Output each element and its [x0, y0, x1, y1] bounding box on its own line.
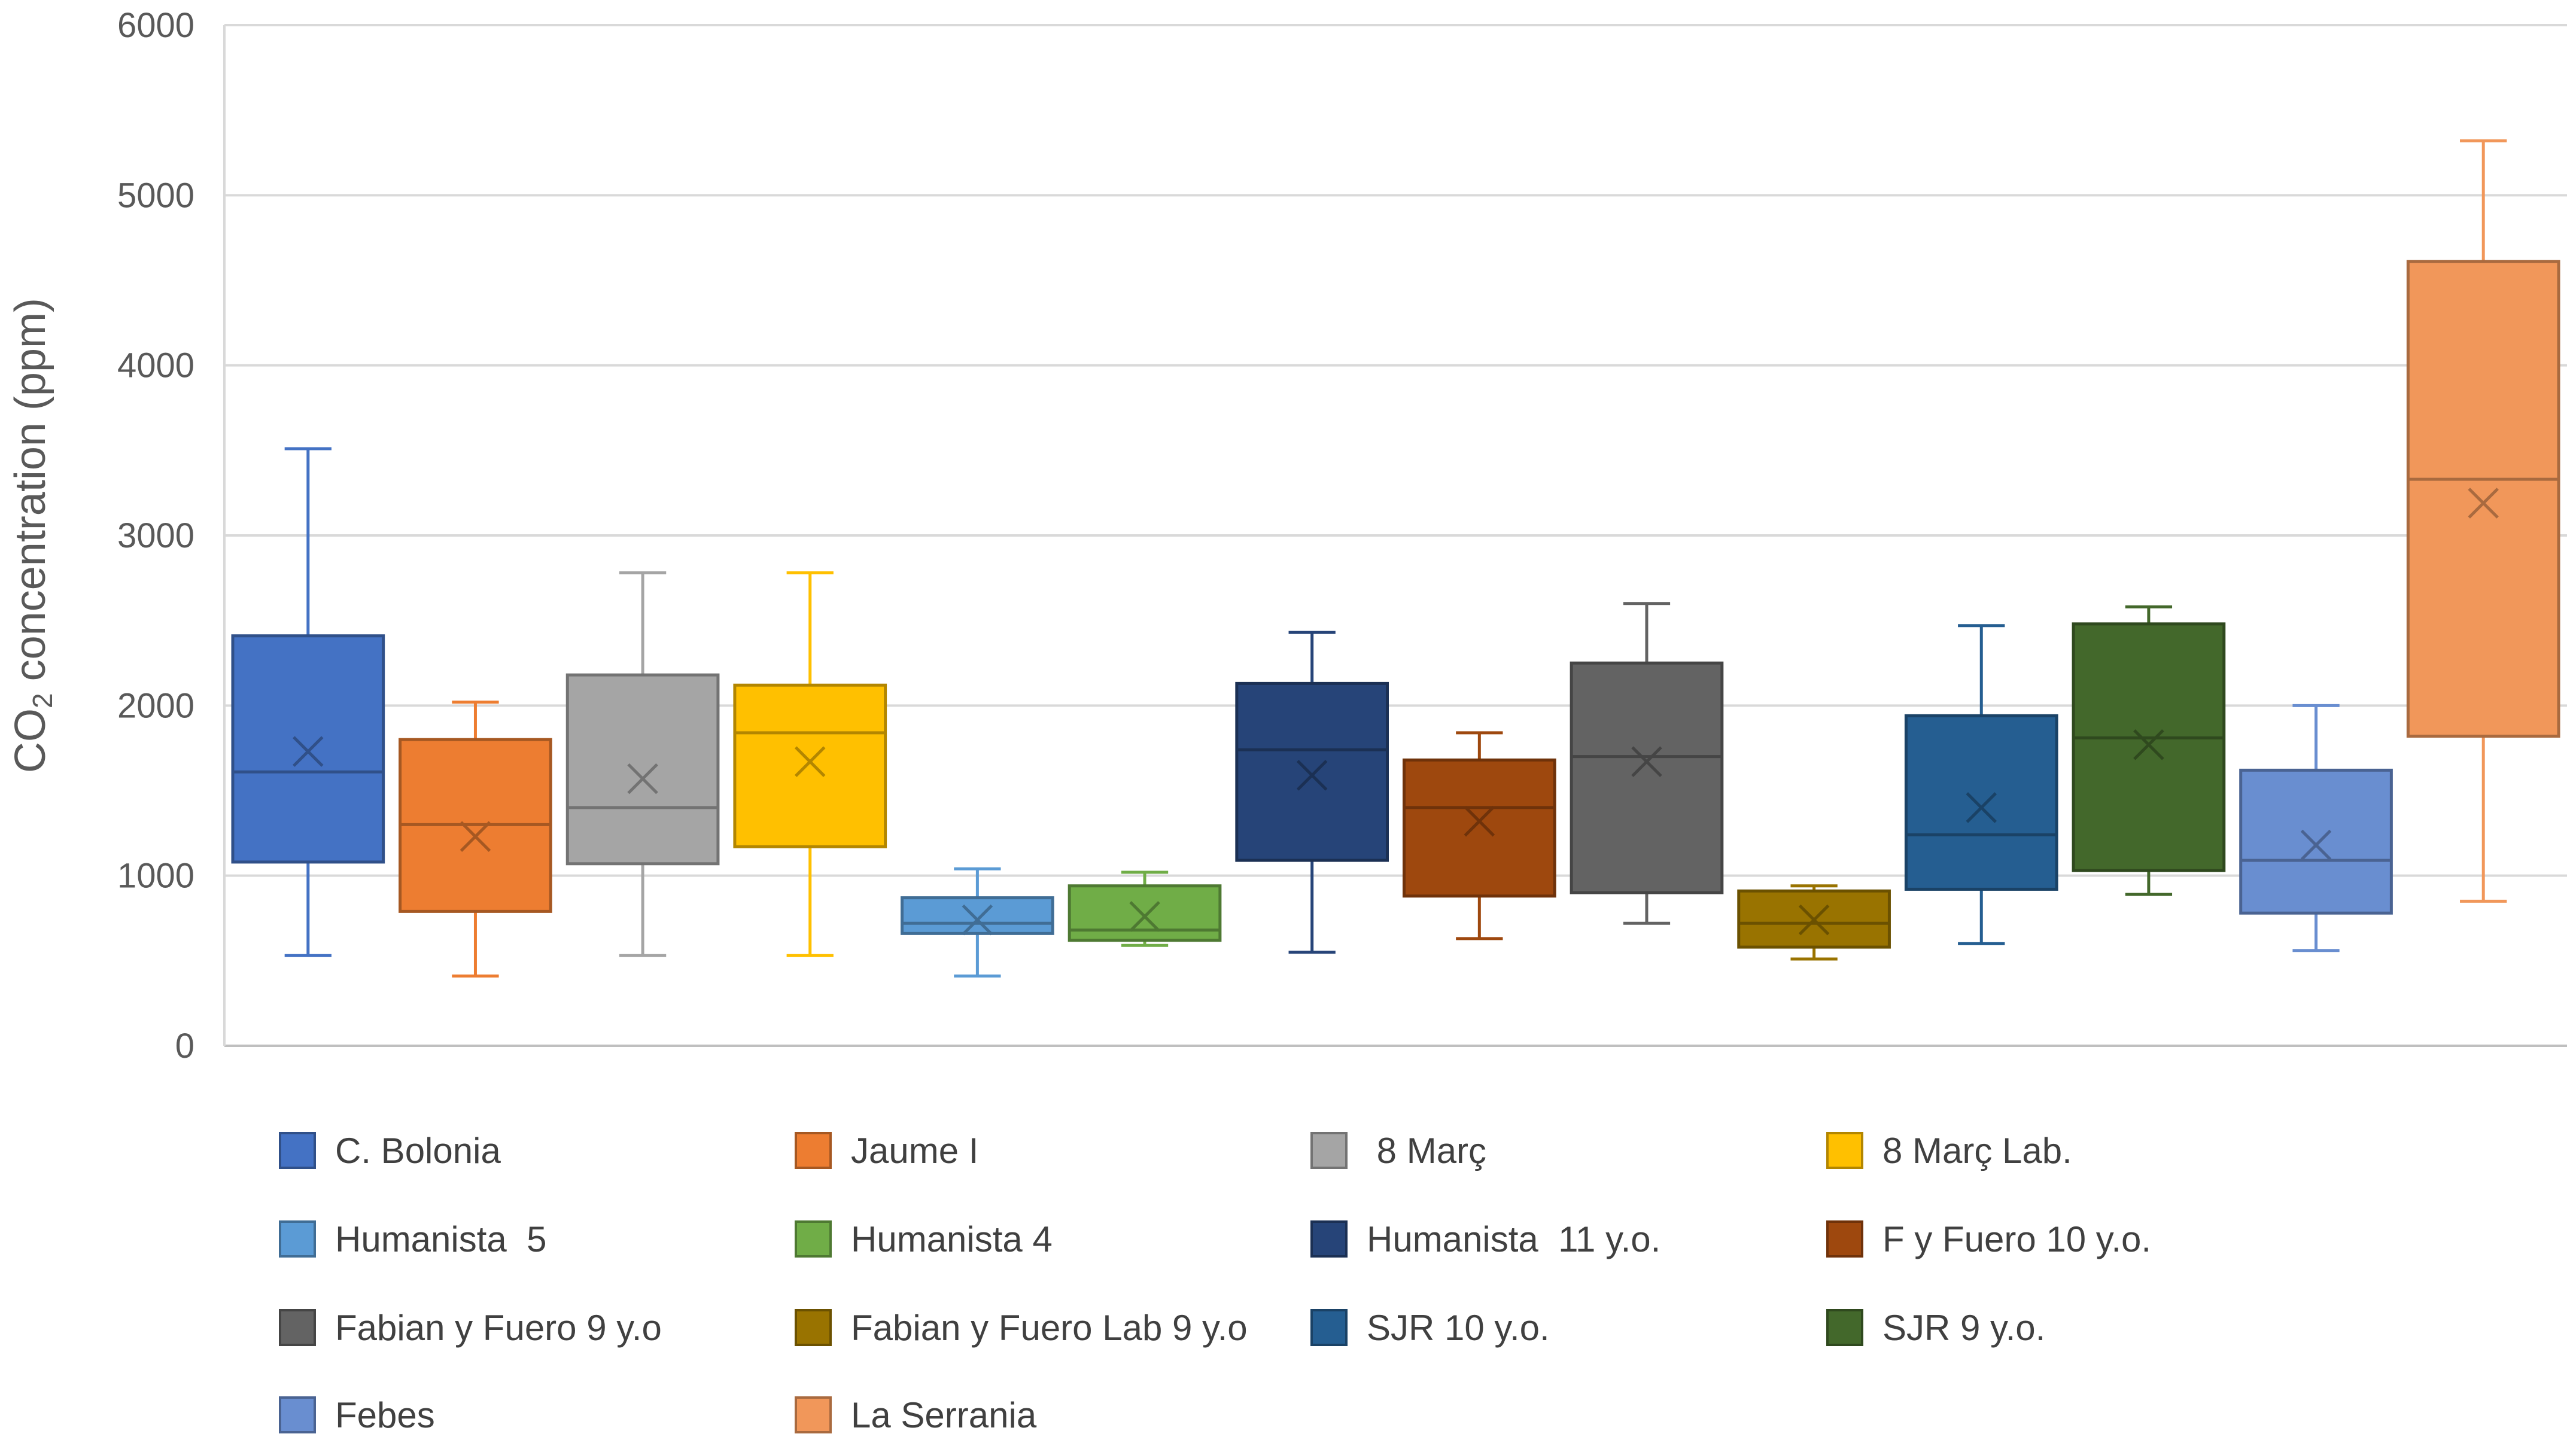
box — [1402, 758, 1556, 898]
legend-item: La Serrania — [795, 1395, 1037, 1435]
box-group — [1402, 731, 1556, 940]
legend-swatch — [279, 1132, 316, 1169]
legend-label: SJR 9 y.o. — [1882, 1308, 2045, 1348]
legend-swatch — [279, 1396, 316, 1433]
box-group — [2406, 139, 2560, 903]
box — [1067, 884, 1222, 942]
box — [2239, 768, 2393, 915]
mean-marker — [460, 821, 491, 853]
box-group — [2072, 605, 2226, 896]
box — [1904, 714, 2058, 891]
legend-swatch — [279, 1220, 316, 1258]
gridlines — [224, 24, 2567, 1047]
mean-marker — [1631, 746, 1662, 777]
legend-swatch — [795, 1220, 832, 1258]
legend-label: Febes — [335, 1395, 435, 1435]
box-group — [231, 447, 385, 957]
box-group — [1737, 884, 1891, 961]
legend-item: Febes — [279, 1395, 435, 1435]
legend-swatch — [1310, 1309, 1348, 1346]
box — [565, 673, 720, 866]
box-group — [399, 701, 552, 978]
legend-label: 8 Març Lab. — [1882, 1131, 2072, 1171]
legend-label: La Serrania — [851, 1395, 1037, 1435]
legend-swatch — [795, 1132, 832, 1169]
boxes — [231, 139, 2560, 978]
legend-label: Fabian y Fuero Lab 9 y.o — [851, 1308, 1248, 1348]
mean-marker — [627, 763, 658, 794]
legend-item: 8 Març — [1310, 1131, 1486, 1171]
legend-item: Fabian y Fuero 9 y.o — [279, 1308, 662, 1348]
legend-swatch — [1826, 1132, 1863, 1169]
y-tick-label: 5000 — [117, 176, 194, 215]
legend-label: Humanista 5 — [335, 1219, 547, 1259]
mean-marker — [1296, 760, 1328, 791]
legend-label: 8 Març — [1367, 1131, 1486, 1171]
legend-item: SJR 9 y.o. — [1826, 1308, 2045, 1348]
y-tick-label: 3000 — [117, 516, 194, 555]
legend-swatch — [1826, 1220, 1863, 1258]
legend-item: 8 Març Lab. — [1826, 1131, 2072, 1171]
box — [1235, 681, 1389, 862]
mean-marker — [794, 746, 826, 777]
y-axis-title-prefix: CO — [7, 708, 54, 773]
box — [901, 896, 1054, 935]
legend-label: Jaume I — [851, 1131, 978, 1171]
legend-swatch — [795, 1396, 832, 1433]
legend-label: Fabian y Fuero 9 y.o — [335, 1308, 662, 1348]
legend-swatch — [795, 1309, 832, 1346]
legend-label: Humanista 4 — [851, 1219, 1053, 1259]
y-tick-label: 0 — [175, 1027, 194, 1066]
mean-marker — [1966, 792, 1997, 823]
box-group — [733, 571, 887, 957]
mean-marker — [1464, 805, 1495, 837]
box-group — [1570, 602, 1724, 925]
box-group — [1904, 624, 2058, 945]
legend-swatch — [1826, 1309, 1863, 1346]
mean-marker — [2468, 488, 2499, 519]
legend-swatch — [279, 1309, 316, 1346]
box — [231, 634, 385, 864]
y-tick-label: 2000 — [117, 686, 194, 725]
y-tick-label: 4000 — [117, 346, 194, 385]
box-group — [565, 571, 720, 957]
box — [733, 683, 887, 848]
y-tick-label: 6000 — [117, 6, 194, 45]
legend-swatch — [1310, 1132, 1348, 1169]
legend-label: F y Fuero 10 y.o. — [1882, 1219, 2151, 1259]
mean-marker — [1129, 901, 1160, 932]
y-axis-title-subscript: 2 — [27, 693, 58, 708]
legend-label: C. Bolonia — [335, 1131, 501, 1171]
legend-label: SJR 10 y.o. — [1367, 1308, 1550, 1348]
box-group — [1067, 870, 1222, 947]
box — [2072, 622, 2226, 872]
box — [2406, 260, 2560, 738]
legend-item: Jaume I — [795, 1131, 978, 1171]
legend-item: SJR 10 y.o. — [1310, 1308, 1550, 1348]
y-axis: 0 1000 2000 3000 4000 5000 6000 — [117, 6, 226, 1066]
box-group — [2239, 704, 2393, 952]
legend-item: Humanista 11 y.o. — [1310, 1219, 1660, 1259]
box-group — [901, 867, 1054, 978]
legend-label: Humanista 11 y.o. — [1367, 1219, 1660, 1259]
mean-marker — [1798, 904, 1830, 936]
y-tick-label: 1000 — [117, 857, 194, 896]
mean-marker — [2133, 729, 2164, 760]
legend-item: Fabian y Fuero Lab 9 y.o — [795, 1308, 1248, 1348]
legend-item: C. Bolonia — [279, 1131, 501, 1171]
box — [1570, 661, 1724, 894]
mean-marker — [962, 904, 993, 936]
legend-item: Humanista 4 — [795, 1219, 1053, 1259]
legend-item: Humanista 5 — [279, 1219, 547, 1259]
legend-item: F y Fuero 10 y.o. — [1826, 1219, 2151, 1259]
legend-swatch — [1310, 1220, 1348, 1258]
y-axis-title-suffix: concentration (ppm) — [7, 298, 54, 693]
mean-marker — [2300, 829, 2332, 861]
mean-marker — [293, 736, 324, 767]
box-group — [1235, 631, 1389, 954]
y-axis-title: CO2 concentration (ppm) — [7, 298, 58, 773]
legend: C. Bolonia Jaume I 8 Març 8 Març Lab. Human… — [279, 1131, 2151, 1435]
